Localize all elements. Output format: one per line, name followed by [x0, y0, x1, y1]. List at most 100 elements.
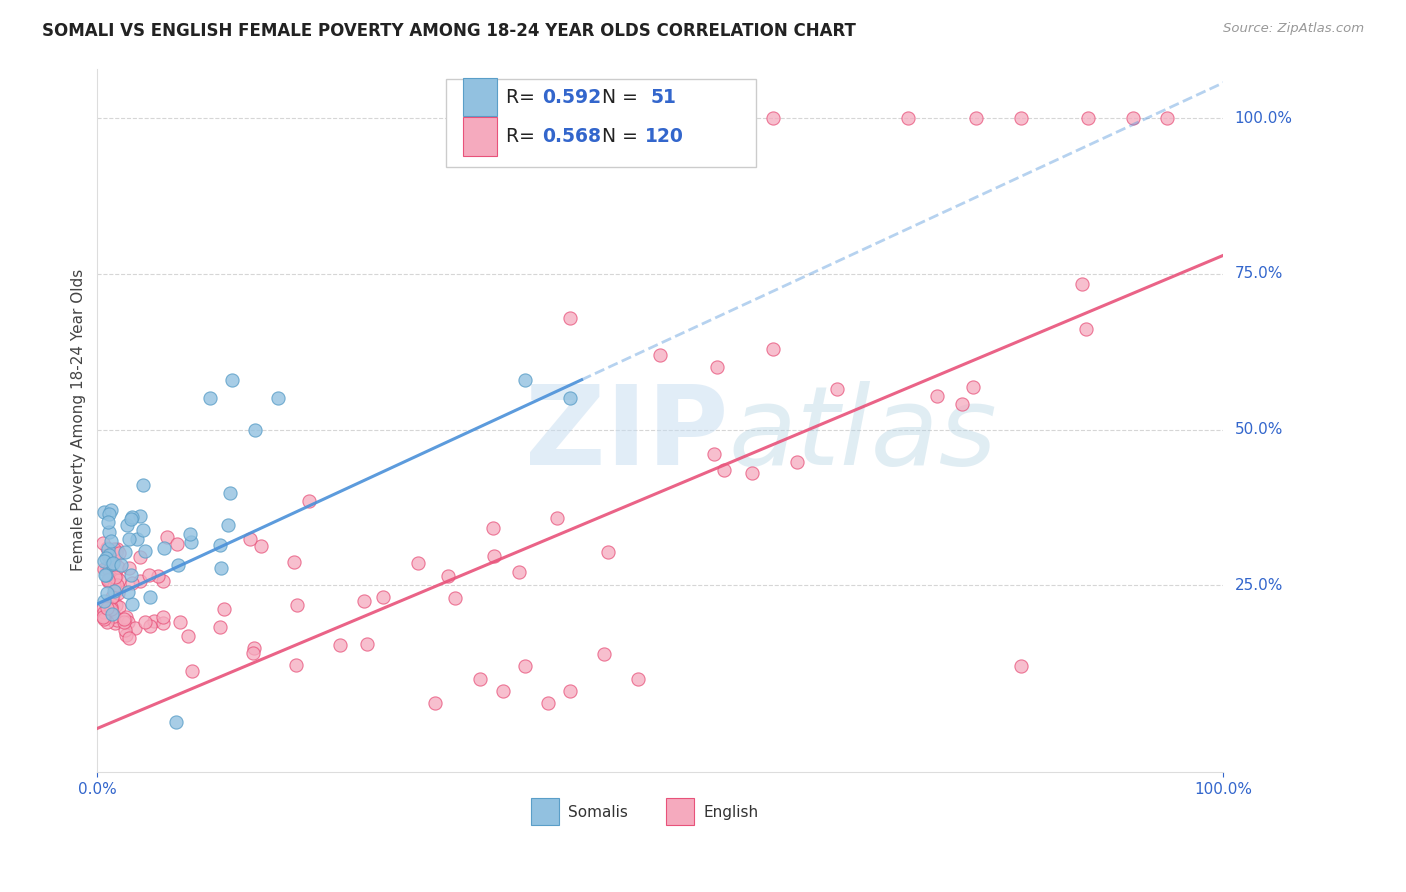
Point [104, 570, 127, 584]
Point [103, 608, 125, 623]
Point [221, 373, 243, 387]
Point [152, 610, 174, 624]
Point [115, 517, 138, 532]
Point [114, 610, 136, 624]
Point [103, 589, 125, 603]
Point [239, 532, 262, 546]
Point [100, 590, 122, 604]
Point [117, 585, 139, 599]
Text: 0.568: 0.568 [543, 128, 602, 146]
Point [93, 594, 115, 608]
FancyBboxPatch shape [464, 117, 498, 156]
Point [97, 573, 120, 587]
Point [242, 646, 264, 660]
Point [156, 530, 179, 544]
Point [706, 360, 728, 375]
FancyBboxPatch shape [447, 79, 756, 167]
Point [596, 545, 619, 559]
Point [100, 602, 122, 616]
Point [118, 532, 141, 546]
Text: 51: 51 [650, 87, 676, 107]
Point [353, 594, 375, 608]
Point [492, 684, 515, 698]
Point [93, 505, 115, 519]
Point [97, 542, 120, 557]
Point [93, 605, 115, 619]
Point [97, 549, 120, 563]
Point [112, 615, 135, 629]
Point [284, 658, 307, 673]
Point [537, 697, 560, 711]
Point [132, 523, 155, 537]
Point [97, 574, 120, 588]
Text: 75.0%: 75.0% [1234, 267, 1282, 282]
Point [217, 517, 239, 532]
Point [108, 600, 131, 615]
Point [212, 602, 235, 616]
Point [91, 536, 114, 550]
Point [93, 609, 115, 624]
Point [101, 557, 124, 571]
Point [1156, 112, 1178, 126]
Point [373, 591, 395, 605]
Point [1010, 112, 1032, 126]
Text: 120: 120 [644, 128, 683, 146]
Point [98, 572, 121, 586]
Point [152, 574, 174, 588]
Text: R=: R= [506, 87, 541, 107]
Point [965, 112, 987, 126]
Point [560, 392, 582, 406]
Text: 50.0%: 50.0% [1234, 422, 1282, 437]
Point [1122, 112, 1144, 126]
Point [1010, 659, 1032, 673]
Point [515, 373, 537, 387]
Point [134, 615, 156, 629]
Point [444, 591, 467, 605]
FancyBboxPatch shape [666, 798, 695, 825]
Point [93, 609, 115, 624]
Point [100, 503, 122, 517]
Point [105, 578, 128, 592]
Point [209, 620, 232, 634]
Point [329, 638, 352, 652]
Point [96, 541, 118, 555]
Point [406, 556, 429, 570]
Point [103, 542, 125, 557]
Point [96, 601, 118, 615]
Point [950, 397, 973, 411]
Text: N =: N = [602, 128, 644, 146]
Point [107, 613, 129, 627]
Text: Source: ZipAtlas.com: Source: ZipAtlas.com [1223, 22, 1364, 36]
Point [209, 561, 232, 575]
Point [97, 562, 120, 576]
Point [121, 510, 143, 524]
Point [762, 342, 785, 356]
Point [166, 537, 188, 551]
Point [93, 562, 115, 576]
Point [105, 598, 128, 612]
Point [131, 478, 153, 492]
Point [115, 628, 138, 642]
Point [121, 576, 143, 591]
Point [108, 582, 131, 596]
Text: atlas: atlas [728, 381, 997, 488]
Point [108, 574, 131, 588]
Point [146, 569, 169, 583]
Point [1077, 112, 1099, 126]
Point [283, 556, 305, 570]
Point [436, 569, 458, 583]
Point [91, 601, 114, 615]
Point [93, 554, 115, 568]
Point [97, 516, 120, 530]
Point [93, 612, 115, 626]
Point [97, 525, 120, 540]
Point [139, 618, 162, 632]
Point [165, 715, 187, 730]
Point [515, 659, 537, 673]
Point [96, 561, 118, 575]
Text: Somalis: Somalis [568, 805, 628, 820]
Point [169, 615, 191, 629]
Point [120, 567, 142, 582]
Point [285, 598, 308, 612]
Point [104, 615, 127, 630]
